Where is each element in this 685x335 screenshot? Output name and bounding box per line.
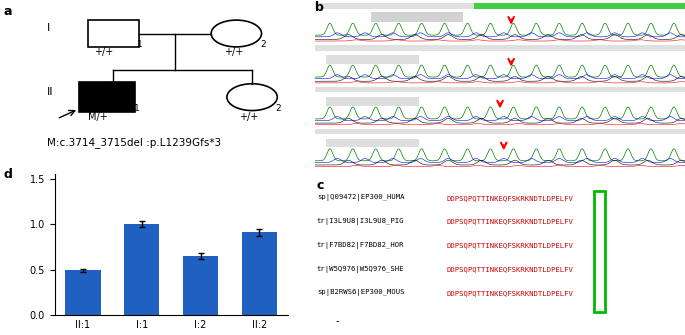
Bar xyxy=(595,191,605,312)
Text: +/+: +/+ xyxy=(95,47,114,57)
Bar xyxy=(371,12,463,22)
Text: a: a xyxy=(3,5,12,18)
Text: 2: 2 xyxy=(260,40,266,49)
Bar xyxy=(315,3,685,9)
Bar xyxy=(79,82,136,112)
Text: I: I xyxy=(47,23,51,34)
Text: 1: 1 xyxy=(134,105,140,113)
Bar xyxy=(326,139,419,147)
Bar xyxy=(326,97,419,106)
Bar xyxy=(474,3,685,9)
Bar xyxy=(315,87,685,92)
Text: tr|I3L9U8|I3L9U8_PIG: tr|I3L9U8|I3L9U8_PIG xyxy=(317,218,404,225)
Bar xyxy=(183,256,219,315)
Text: +/+: +/+ xyxy=(224,47,243,57)
Bar xyxy=(242,232,277,315)
Text: M:c.3714_3715del :p.L1239Gfs*3: M:c.3714_3715del :p.L1239Gfs*3 xyxy=(47,137,221,148)
Text: sp|B2RWS6|EP300_MOUS: sp|B2RWS6|EP300_MOUS xyxy=(317,289,404,296)
Text: M/+: M/+ xyxy=(88,112,108,122)
Text: d: d xyxy=(3,168,12,181)
Text: DDPSQPQTTINKEQFSKRKNDTLDPELFV: DDPSQPQTTINKEQFSKRKNDTLDPELFV xyxy=(447,195,573,201)
Text: 1: 1 xyxy=(137,40,142,49)
Text: DDPSQPQTTINKEQFSKRKNDTLDPELFV: DDPSQPQTTINKEQFSKRKNDTLDPELFV xyxy=(447,266,573,272)
Bar xyxy=(124,224,160,315)
Text: -: - xyxy=(336,316,339,326)
Text: DDPSQPQTTINKEQFSKRKNDTLDPELFV: DDPSQPQTTINKEQFSKRKNDTLDPELFV xyxy=(447,290,573,296)
Bar xyxy=(65,270,101,315)
Text: sp|Q09472|EP300_HUMA: sp|Q09472|EP300_HUMA xyxy=(317,194,404,201)
Bar xyxy=(315,129,685,134)
Text: tr|W5Q976|W5Q976_SHE: tr|W5Q976|W5Q976_SHE xyxy=(317,266,404,273)
Text: tr|F7BD82|F7BD82_HOR: tr|F7BD82|F7BD82_HOR xyxy=(317,242,404,249)
Text: b: b xyxy=(315,1,324,14)
Text: DDPSQPQTTINKEQFSKRKNDTLDPELFV: DDPSQPQTTINKEQFSKRKNDTLDPELFV xyxy=(447,242,573,248)
Text: 2: 2 xyxy=(275,104,282,113)
Text: DDPSQPQTTINKEQFSKRKNDTLDPELFV: DDPSQPQTTINKEQFSKRKNDTLDPELFV xyxy=(447,219,573,224)
Bar xyxy=(326,55,419,64)
Bar xyxy=(88,20,138,47)
Text: +/+: +/+ xyxy=(240,112,259,122)
Bar xyxy=(315,45,685,51)
Text: c: c xyxy=(317,179,324,192)
Text: II: II xyxy=(47,87,53,97)
